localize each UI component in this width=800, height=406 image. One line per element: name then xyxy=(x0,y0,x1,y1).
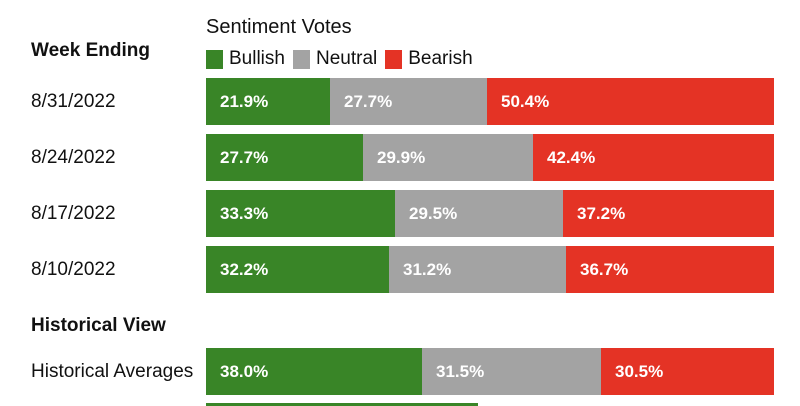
bar-segment-bearish: 50.4% xyxy=(487,78,774,125)
row-label: 8/24/2022 xyxy=(31,146,116,168)
legend-swatch-bearish xyxy=(385,49,403,69)
bar-segment-bullish: 32.2% xyxy=(206,246,389,293)
bar-segment-neutral: 29.9% xyxy=(363,134,533,181)
bar-segment-neutral: 29.5% xyxy=(395,190,563,237)
legend-swatch-bullish xyxy=(206,49,223,69)
bar-segment-bullish: 33.3% xyxy=(206,190,395,237)
bar-segment-bullish: 38.0% xyxy=(206,348,422,395)
bar-segment-bearish: 37.2% xyxy=(563,190,774,237)
legend-item-neutral: Neutral xyxy=(292,48,378,70)
legend: Bullish Neutral Bearish xyxy=(206,48,481,70)
legend-label-bullish: Bullish xyxy=(229,48,285,69)
legend-title: Sentiment Votes xyxy=(206,16,352,38)
row-label: 8/31/2022 xyxy=(31,90,116,112)
legend-label-neutral: Neutral xyxy=(315,48,378,69)
stacked-bar: 21.9% 27.7% 50.4% xyxy=(206,78,774,125)
bar-segment-neutral: 27.7% xyxy=(330,78,487,125)
legend-item-bullish: Bullish xyxy=(206,48,285,70)
row-label: 8/10/2022 xyxy=(31,258,116,280)
bar-segment-bearish: 42.4% xyxy=(533,134,774,181)
bar-segment-bearish: 36.7% xyxy=(566,246,774,293)
week-ending-heading: Week Ending xyxy=(31,40,150,61)
bar-segment-neutral: 31.2% xyxy=(389,246,566,293)
stacked-bar: 27.7% 29.9% 42.4% xyxy=(206,134,774,181)
stacked-bar: 38.0% 31.5% 30.5% xyxy=(206,348,774,395)
row-label: 8/17/2022 xyxy=(31,202,116,224)
row-label: Historical Averages xyxy=(31,360,194,382)
historical-view-heading: Historical View xyxy=(31,315,166,336)
bar-segment-bullish: 27.7% xyxy=(206,134,363,181)
stacked-bar: 33.3% 29.5% 37.2% xyxy=(206,190,774,237)
bar-segment-neutral: 31.5% xyxy=(422,348,601,395)
legend-label-bearish: Bearish xyxy=(408,48,473,69)
partial-bar-segment xyxy=(206,403,478,406)
legend-item-bearish: Bearish xyxy=(385,48,473,70)
bar-segment-bearish: 30.5% xyxy=(601,348,774,395)
stacked-bar: 32.2% 31.2% 36.7% xyxy=(206,246,774,293)
bar-segment-bullish: 21.9% xyxy=(206,78,330,125)
legend-swatch-neutral xyxy=(292,49,310,69)
